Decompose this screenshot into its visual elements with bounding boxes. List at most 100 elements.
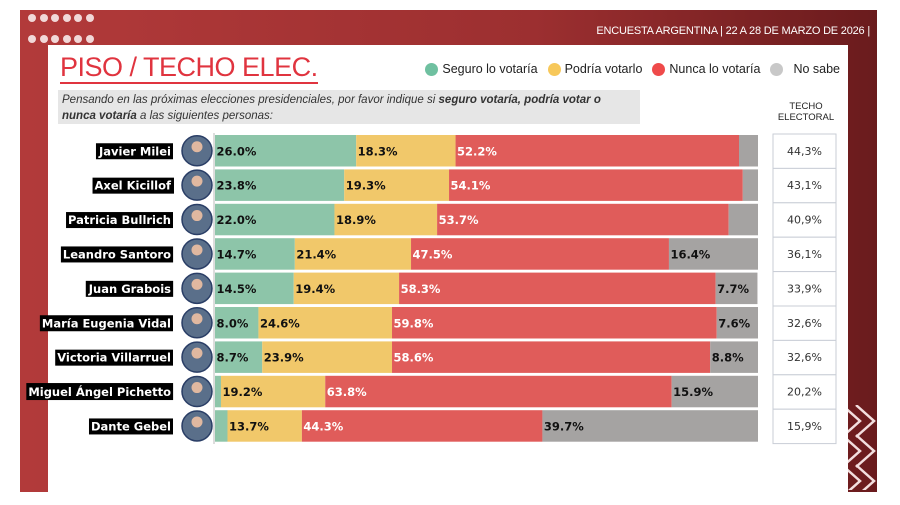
techo-cell xyxy=(772,408,837,445)
data-label: 39.7% xyxy=(544,419,584,433)
techo-cell xyxy=(772,202,837,238)
data-label: 19.3% xyxy=(346,179,386,193)
bar-segment xyxy=(325,375,672,408)
bar-segment xyxy=(293,272,400,305)
data-label: 53.7% xyxy=(439,213,479,227)
bar-segment xyxy=(344,169,450,201)
techo-value: 40,9% xyxy=(787,214,822,227)
data-label: 63.8% xyxy=(327,385,367,399)
category-label: Axel Kicillof xyxy=(92,177,174,194)
bar-segment xyxy=(710,341,758,373)
avatar-face xyxy=(191,416,203,428)
data-label: 47.5% xyxy=(413,247,453,261)
techo-value: 32,6% xyxy=(787,351,822,364)
bar-segment xyxy=(715,272,758,305)
bar-segment xyxy=(455,135,739,167)
data-label: 7.6% xyxy=(718,316,750,330)
data-label: 13.7% xyxy=(229,419,269,433)
survey-question: Pensando en las próximas elecciones pres… xyxy=(58,90,640,124)
avatar-face xyxy=(191,175,203,187)
svg-text:Miguel Ángel Pichetto: Miguel Ángel Pichetto xyxy=(28,384,171,399)
bar-segment xyxy=(728,203,758,236)
legend-nosabe: No sabe xyxy=(770,62,840,76)
decorative-dots xyxy=(28,14,118,56)
bar-segment xyxy=(356,135,456,167)
bar-segment xyxy=(671,375,758,408)
techo-value: 15,9% xyxy=(787,420,822,433)
category-label: Juan Grabois xyxy=(85,280,174,297)
svg-text:Juan Grabois: Juan Grabois xyxy=(88,282,171,296)
bar-segment xyxy=(215,272,294,305)
data-label: 23.8% xyxy=(217,179,257,193)
chart-title: PISO / TECHO ELEC. xyxy=(60,52,318,84)
bar-segment xyxy=(437,203,729,236)
bar-segment xyxy=(215,203,335,236)
data-label: 19.2% xyxy=(222,385,262,399)
techo-cell xyxy=(772,305,837,341)
avatar-face xyxy=(191,210,203,222)
legend: Seguro lo votaría Podría votarlo Nunca l… xyxy=(421,62,840,76)
bar-segment xyxy=(227,410,302,442)
bar-segment xyxy=(738,135,758,167)
bar-segment xyxy=(215,341,263,373)
avatar-face xyxy=(191,244,203,256)
svg-text:Leandro Santoro: Leandro Santoro xyxy=(63,247,171,261)
data-label: 15.9% xyxy=(673,385,713,399)
category-label: Patricia Bullrich xyxy=(66,212,173,229)
bar-segment xyxy=(411,238,669,270)
data-label: 23.9% xyxy=(264,351,304,365)
survey-header: ENCUESTA ARGENTINA | 22 A 28 DE MARZO DE… xyxy=(596,25,870,37)
techo-header: TECHO ELECTORAL xyxy=(777,101,835,123)
data-label: 18.3% xyxy=(358,144,398,158)
data-label: 26.0% xyxy=(217,144,257,158)
data-label: 54.1% xyxy=(451,179,491,193)
data-label: 7.7% xyxy=(717,282,749,296)
bar-segment xyxy=(301,410,543,442)
legend-podria: Podría votarlo xyxy=(547,62,642,76)
techo-cell xyxy=(772,374,837,410)
svg-text:Patricia Bullrich: Patricia Bullrich xyxy=(68,213,171,227)
svg-text:Dante Gebel: Dante Gebel xyxy=(91,419,171,433)
techo-cell xyxy=(772,339,837,376)
bar-segment xyxy=(215,169,345,201)
data-label: 52.2% xyxy=(457,144,497,158)
bar-segment xyxy=(392,307,717,339)
data-label: 14.7% xyxy=(217,247,257,261)
bar-segment xyxy=(215,238,295,270)
data-label: 59.8% xyxy=(394,316,434,330)
bar-segment xyxy=(262,341,393,373)
bar-segment xyxy=(392,341,711,373)
bar-segment xyxy=(215,135,357,167)
svg-text:María Eugenia Vidal: María Eugenia Vidal xyxy=(42,316,171,330)
legend-nunca: Nunca lo votaría xyxy=(652,62,760,76)
bar-segment xyxy=(449,169,743,201)
bar-segment xyxy=(542,410,758,442)
avatar-face xyxy=(191,382,203,394)
bar-segment xyxy=(258,307,393,339)
techo-cell xyxy=(772,167,837,204)
data-label: 44.3% xyxy=(303,419,343,433)
data-label: 14.5% xyxy=(217,282,257,296)
bar-segment xyxy=(334,203,438,236)
bar-segment xyxy=(215,375,221,408)
svg-text:Axel Kicillof: Axel Kicillof xyxy=(95,179,172,193)
legend-seguro: Seguro lo votaría xyxy=(425,62,538,76)
bar-segment xyxy=(215,410,228,442)
category-label: Javier Milei xyxy=(95,143,173,160)
avatar-face xyxy=(191,313,203,325)
techo-value: 20,2% xyxy=(787,386,822,399)
avatar-face xyxy=(191,278,203,290)
bar-segment xyxy=(668,238,758,270)
data-label: 8.7% xyxy=(217,351,249,365)
data-label: 19.4% xyxy=(295,282,335,296)
bar-segment xyxy=(220,375,326,408)
techo-value: 32,6% xyxy=(787,317,822,330)
data-label: 22.0% xyxy=(217,213,257,227)
data-label: 8.8% xyxy=(712,351,744,365)
category-label: María Eugenia Vidal xyxy=(39,315,173,332)
techo-value: 33,9% xyxy=(787,282,822,295)
data-label: 21.4% xyxy=(296,247,336,261)
category-label: Dante Gebel xyxy=(88,418,173,435)
category-label: Victoria Villarruel xyxy=(55,349,173,366)
